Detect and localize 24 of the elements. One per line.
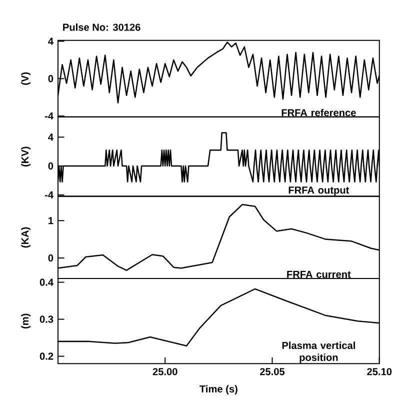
y-tick-label: -4	[45, 112, 54, 120]
y-tick-label: 0	[48, 162, 54, 170]
y-tick-label: 0	[48, 75, 54, 82]
x-axis-title: Time (s)	[200, 385, 238, 394]
annotation: FRFA output	[289, 186, 350, 196]
x-tick-label: 25.00	[153, 368, 178, 376]
y-axis-title: (KV)	[21, 146, 31, 166]
y-axis-title: (KA)	[21, 227, 31, 248]
annotation: FRFA reference	[282, 108, 356, 116]
y-tick-label: -4	[45, 191, 54, 198]
x-tick-label: 25.10	[367, 368, 392, 376]
annotation: FRFA current	[287, 270, 352, 278]
y-tick-label: 0	[48, 254, 54, 262]
y-tick-label: 0.3	[40, 316, 54, 323]
annotation: Plasma vertical position	[282, 342, 356, 363]
y-tick-label: 0.4	[40, 278, 54, 286]
y-tick-label: 1	[48, 217, 54, 224]
y-axis-title: (V)	[21, 72, 31, 85]
chart-title: Pulse No: 30126	[63, 23, 141, 31]
y-tick-label: 4	[48, 134, 54, 141]
y-axis-title: (m)	[21, 314, 31, 328]
y-tick-label: 0.2	[40, 352, 54, 360]
x-tick-label: 25.05	[260, 368, 285, 376]
y-tick-label: 4	[48, 38, 54, 45]
